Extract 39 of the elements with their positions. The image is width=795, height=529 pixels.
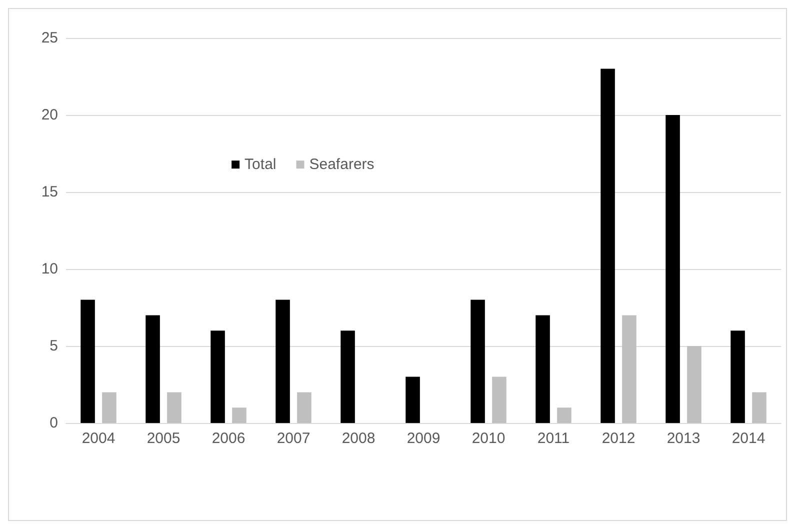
x-tick-label: 2008 [342,430,376,447]
x-tick-label: 2010 [472,430,506,447]
bar [536,315,550,423]
bar [666,115,680,423]
x-tick-label: 2012 [602,430,636,447]
bar [167,392,182,423]
bar [600,68,615,423]
bar [406,376,420,423]
bar [340,330,355,423]
bar [470,300,485,423]
bar [276,300,290,423]
legend-label: Seafarers [309,156,374,174]
x-tick-label: 2007 [276,430,310,447]
bar [492,376,506,423]
bar [730,330,745,423]
x-tick-label: 2013 [666,430,700,447]
y-tick-label: 0 [50,414,58,432]
y-tick-label: 5 [50,338,58,354]
bar [297,392,312,423]
y-tick-label: 10 [41,260,58,278]
bar [752,392,766,423]
x-tick-label: 2004 [82,430,116,447]
bar [210,330,225,423]
y-tick-label: 15 [41,184,58,200]
x-tick-label: 2009 [406,430,440,447]
legend-label: Total [244,156,276,174]
bar [557,408,572,423]
x-tick-label: 2014 [732,430,766,447]
y-tick-label: 20 [41,106,58,124]
x-tick-label: 2011 [537,430,570,447]
x-tick-label: 2005 [146,430,180,447]
bar [102,392,116,423]
bar [146,315,160,423]
y-tick-label: 25 [41,30,58,46]
bar [232,408,246,423]
bar [687,346,702,423]
bar [622,315,636,423]
bar [80,300,95,423]
x-tick-label: 2006 [212,430,246,447]
